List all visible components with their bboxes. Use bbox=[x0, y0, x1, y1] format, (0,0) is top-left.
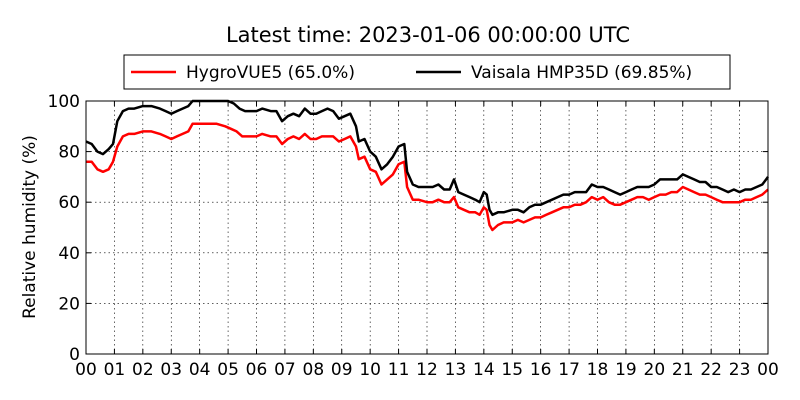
x-tick-label: 00 bbox=[757, 360, 779, 380]
y-tick-label: 0 bbox=[69, 345, 80, 365]
x-tick-label: 19 bbox=[615, 360, 637, 380]
x-tick-label: 06 bbox=[246, 360, 268, 380]
x-tick-label: 17 bbox=[558, 360, 580, 380]
x-tick-label: 18 bbox=[587, 360, 609, 380]
x-tick-label: 12 bbox=[416, 360, 438, 380]
x-tick-labels: 00 01 02 03 04 05 06 07 08 09 10 11 12 13 14 15 16 17 18 19… bbox=[75, 360, 779, 380]
x-tick-label: 04 bbox=[189, 360, 211, 380]
chart-title: Latest time: 2023-01-06 00:00:00 UTC bbox=[226, 23, 630, 47]
y-tick-label: 20 bbox=[58, 294, 80, 314]
y-axis-label: Relative humidity (%) bbox=[20, 135, 40, 319]
x-tick-label: 11 bbox=[388, 360, 410, 380]
y-tick-labels: 0 20 40 60 80 100 bbox=[48, 92, 80, 365]
y-tick-label: 40 bbox=[58, 244, 80, 264]
x-tick-label: 22 bbox=[700, 360, 722, 380]
x-tick-label: 21 bbox=[672, 360, 694, 380]
x-tick-label: 20 bbox=[644, 360, 666, 380]
y-tick-label: 80 bbox=[58, 143, 80, 163]
x-tick-label: 08 bbox=[303, 360, 325, 380]
series-line-hygrovue5 bbox=[86, 122, 769, 232]
x-tick-label: 00 bbox=[75, 360, 97, 380]
ticks bbox=[85, 100, 769, 355]
x-tick-label: 02 bbox=[132, 360, 154, 380]
x-tick-label: 15 bbox=[501, 360, 523, 380]
x-tick-label: 13 bbox=[445, 360, 467, 380]
grid bbox=[86, 101, 768, 354]
y-tick-label: 100 bbox=[48, 92, 80, 112]
x-tick-label: 14 bbox=[473, 360, 495, 380]
legend: HygroVUE5 (65.0%) Vaisala HMP35D (69.85%… bbox=[123, 54, 731, 90]
series-line-vaisala bbox=[85, 99, 769, 217]
x-tick-label: 09 bbox=[331, 360, 353, 380]
x-tick-label: 03 bbox=[160, 360, 182, 380]
x-tick-label: 07 bbox=[274, 360, 296, 380]
legend-label-vaisala: Vaisala HMP35D (69.85%) bbox=[471, 63, 692, 83]
plot-frame bbox=[85, 100, 769, 355]
x-tick-label: 05 bbox=[217, 360, 239, 380]
x-tick-label: 01 bbox=[104, 360, 126, 380]
x-tick-label: 16 bbox=[530, 360, 552, 380]
x-tick-label: 10 bbox=[359, 360, 381, 380]
y-tick-label: 60 bbox=[58, 193, 80, 213]
x-tick-label: 23 bbox=[729, 360, 751, 380]
legend-label-hygrovue5: HygroVUE5 (65.0%) bbox=[186, 63, 355, 83]
